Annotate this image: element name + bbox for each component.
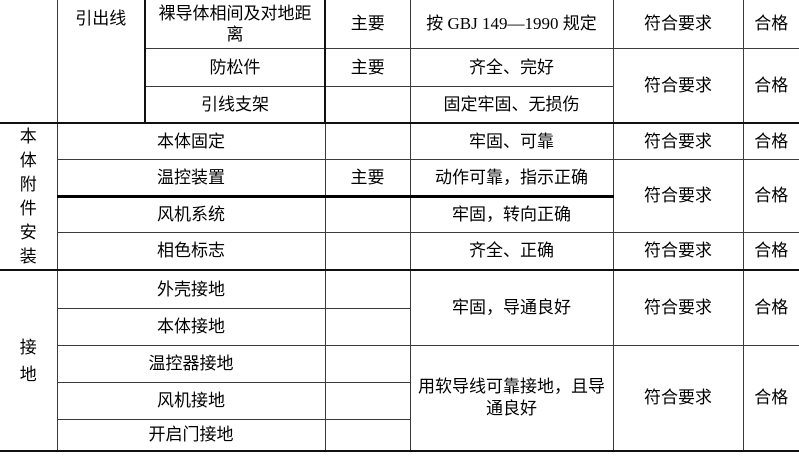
item-cell: 引线支架 xyxy=(144,85,326,124)
item-cell: 相色标志 xyxy=(56,231,326,271)
importance-cell-empty xyxy=(324,418,411,452)
result-cell: 符合要求 xyxy=(612,47,744,124)
importance-cell-empty xyxy=(324,381,411,420)
importance-cell: 主要 xyxy=(324,0,411,49)
conclusion-cell: 合格 xyxy=(742,158,799,233)
importance-cell-empty xyxy=(324,344,411,383)
category-vertical-label: 接地 xyxy=(19,337,37,384)
importance-cell-empty xyxy=(324,85,411,124)
conclusion-cell: 合格 xyxy=(742,269,799,346)
result-cell: 符合要求 xyxy=(612,269,744,346)
requirement-cell: 牢固，转向正确 xyxy=(409,194,614,233)
result-cell: 符合要求 xyxy=(612,0,744,49)
item-cell: 风机系统 xyxy=(56,194,326,233)
result-cell: 符合要求 xyxy=(612,158,744,233)
category-cell: 接地 xyxy=(0,269,58,452)
item-cell: 本体固定 xyxy=(56,122,326,160)
item-cell: 温控器接地 xyxy=(56,344,326,383)
category-cell: 本体附件安装 xyxy=(0,122,58,271)
item-cell: 开启门接地 xyxy=(56,418,326,452)
item-cell: 防松件 xyxy=(144,47,326,87)
importance-cell-empty xyxy=(324,269,411,309)
item-cell: 本体接地 xyxy=(56,307,326,346)
item-cell: 外壳接地 xyxy=(56,269,326,309)
sub-category-cell: 引出线 xyxy=(56,0,146,124)
result-cell: 符合要求 xyxy=(612,344,744,452)
requirement-cell: 动作可靠，指示正确 xyxy=(409,158,614,197)
importance-cell-empty xyxy=(324,194,411,233)
conclusion-cell: 合格 xyxy=(742,122,799,160)
requirement-cell: 牢固，导通良好 xyxy=(409,269,614,346)
item-cell: 温控装置 xyxy=(56,158,326,197)
requirement-cell: 按 GBJ 149—1990 规定 xyxy=(409,0,614,49)
requirement-cell: 用软导线可靠接地，且导通良好 xyxy=(409,344,614,452)
result-cell: 符合要求 xyxy=(612,122,744,160)
importance-cell: 主要 xyxy=(324,158,411,197)
item-cell: 裸导体相间及对地距离 xyxy=(144,0,326,49)
importance-cell-empty xyxy=(324,231,411,271)
conclusion-cell: 合格 xyxy=(742,231,799,271)
category-cell xyxy=(0,0,58,124)
requirement-cell: 固定牢固、无损伤 xyxy=(409,85,614,124)
item-cell: 风机接地 xyxy=(56,381,326,420)
category-vertical-label: 本体附件安装 xyxy=(19,126,37,266)
requirement-cell: 齐全、正确 xyxy=(409,231,614,271)
requirement-cell: 牢固、可靠 xyxy=(409,122,614,160)
conclusion-cell: 合格 xyxy=(742,0,799,49)
requirement-cell: 齐全、完好 xyxy=(409,47,614,87)
importance-cell: 主要 xyxy=(324,47,411,87)
importance-cell-empty xyxy=(324,122,411,160)
conclusion-cell: 合格 xyxy=(742,47,799,124)
conclusion-cell: 合格 xyxy=(742,344,799,452)
result-cell: 符合要求 xyxy=(612,231,744,271)
importance-cell-empty xyxy=(324,307,411,346)
